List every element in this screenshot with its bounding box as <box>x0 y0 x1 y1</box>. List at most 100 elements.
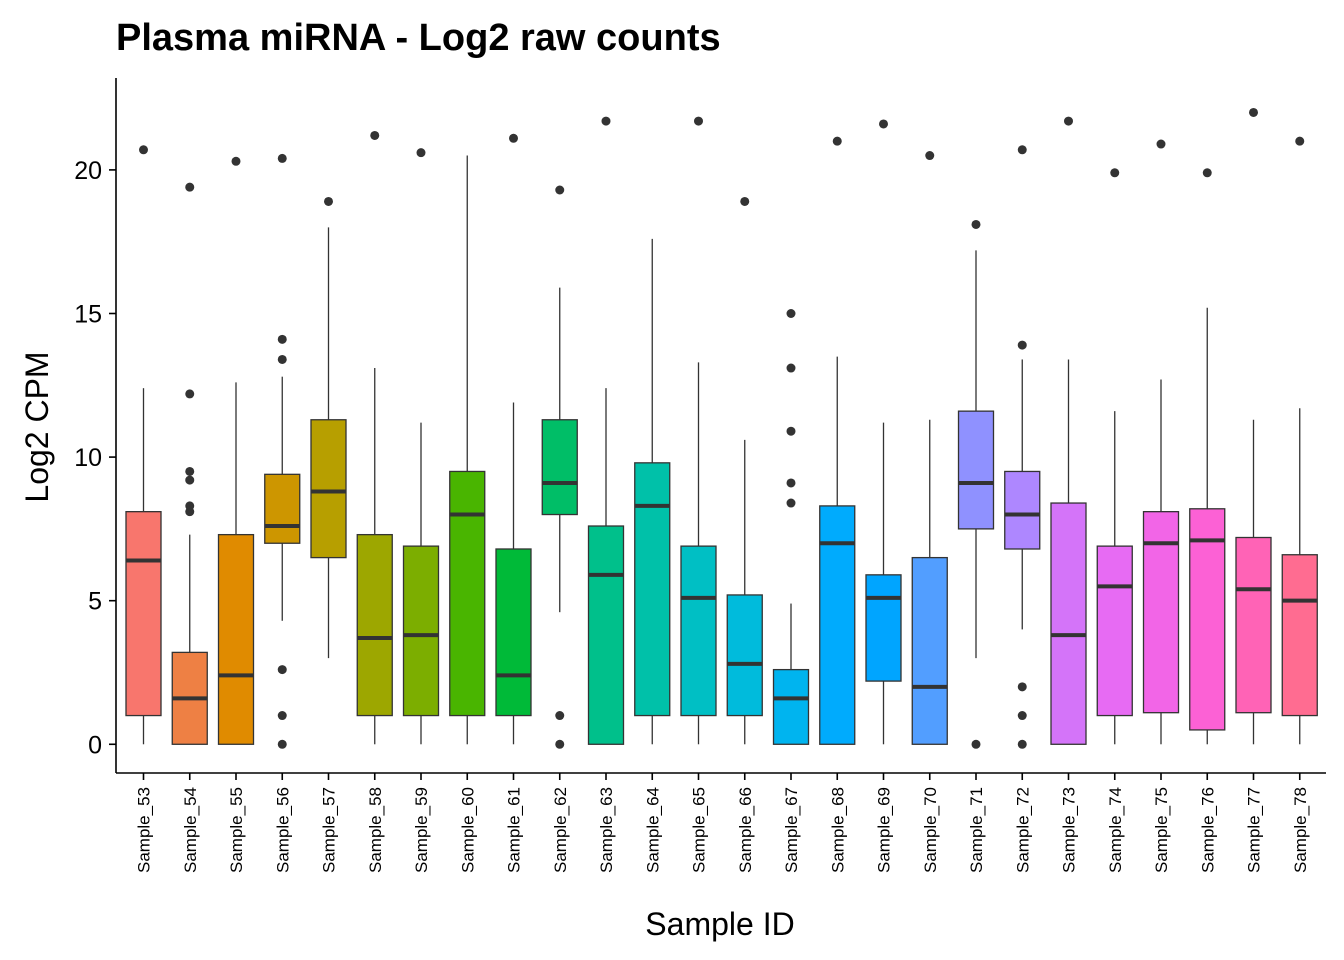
box <box>819 505 856 745</box>
outlier-point <box>832 136 842 146</box>
box <box>1235 536 1272 714</box>
box <box>680 545 717 717</box>
outlier-point <box>601 116 611 126</box>
outlier-point <box>1017 682 1027 692</box>
box-group-sample-72 <box>1004 145 1041 749</box>
y-tick-label: 5 <box>88 588 102 616</box>
outlier-point <box>277 354 287 364</box>
box <box>1281 554 1318 717</box>
x-tick-label: Sample_77 <box>1245 787 1264 873</box>
box <box>217 533 255 745</box>
x-tick-label: Sample_66 <box>736 787 755 873</box>
box <box>1096 545 1133 717</box>
y-tick-label: 0 <box>88 731 102 759</box>
outlier-point <box>1017 711 1027 721</box>
outlier-point <box>277 153 287 163</box>
outlier-point <box>139 145 148 155</box>
box <box>772 668 810 745</box>
x-tick-label: Sample_59 <box>412 787 431 873</box>
outlier-point <box>1156 139 1166 149</box>
outlier-point <box>1017 145 1027 155</box>
box-group-sample-70 <box>911 151 948 745</box>
outlier-point <box>277 665 287 675</box>
box-group-sample-60 <box>449 155 486 745</box>
box-group-sample-65 <box>680 116 717 745</box>
outlier-point <box>185 466 195 476</box>
outlier-point <box>185 182 195 192</box>
x-tick-label: Sample_78 <box>1291 787 1310 873</box>
outlier-point <box>971 739 981 749</box>
x-tick-label: Sample_60 <box>458 787 477 873</box>
outlier-point <box>555 185 565 195</box>
box <box>495 548 532 717</box>
outlier-point <box>786 478 796 488</box>
outlier-point <box>277 334 287 344</box>
x-tick-label: Sample_64 <box>643 787 662 873</box>
box <box>587 525 625 745</box>
outlier-point <box>231 156 241 166</box>
box-group-sample-62 <box>541 185 578 749</box>
box <box>1189 508 1226 731</box>
outlier-point <box>1295 136 1305 146</box>
x-tick-label: Sample_57 <box>320 787 339 873</box>
box <box>1050 502 1087 745</box>
box-group-sample-53 <box>125 145 162 745</box>
x-tick-label: Sample_74 <box>1106 787 1125 873</box>
outlier-point <box>277 739 287 749</box>
box <box>449 470 486 717</box>
box-group-sample-68 <box>819 136 856 745</box>
x-tick-label: Sample_69 <box>875 787 894 873</box>
outlier-point <box>786 363 796 373</box>
box-group-sample-73 <box>1050 116 1087 745</box>
outlier-point <box>971 219 981 229</box>
x-tick-label: Sample_54 <box>181 787 200 873</box>
outlier-point <box>324 196 333 206</box>
y-tick-label: 20 <box>74 157 102 185</box>
box <box>957 410 995 530</box>
outlier-point <box>509 133 518 143</box>
x-tick-label: Sample_67 <box>782 787 801 873</box>
box-group-sample-77 <box>1235 107 1272 745</box>
x-tick-label: Sample_70 <box>921 787 940 873</box>
x-tick-label: Sample_55 <box>227 787 246 873</box>
outlier-point <box>277 711 287 721</box>
box-group-sample-59 <box>402 148 440 745</box>
x-axis-title: Sample ID <box>645 906 794 942</box>
box-group-sample-54 <box>171 182 208 745</box>
box-group-sample-58 <box>356 130 393 745</box>
x-tick-label: Sample_53 <box>135 787 154 873</box>
box <box>911 556 948 745</box>
x-tick-label: Sample_61 <box>505 787 524 873</box>
outlier-point <box>786 308 796 318</box>
outlier-point <box>185 389 195 399</box>
box <box>310 419 347 559</box>
x-tick-label: Sample_76 <box>1198 787 1217 873</box>
x-tick-label: Sample_68 <box>828 787 847 873</box>
box-group-sample-55 <box>217 156 255 745</box>
outlier-point <box>925 151 935 161</box>
x-axis-ticks: Sample_53 Sample_54 Sample_55 Sample_56 Samp… <box>135 773 1310 873</box>
outlier-point <box>1249 107 1258 117</box>
box-group-sample-56 <box>264 153 301 749</box>
x-tick-label: Sample_71 <box>967 787 986 873</box>
outlier-point <box>1110 168 1120 178</box>
outlier-point <box>1017 340 1027 350</box>
y-tick-label: 10 <box>74 444 102 472</box>
box-group-sample-76 <box>1189 168 1226 745</box>
box-group-sample-74 <box>1096 168 1133 745</box>
box <box>541 419 578 516</box>
x-tick-label: Sample_72 <box>1013 787 1032 873</box>
plot-area <box>125 107 1318 749</box>
x-tick-label: Sample_63 <box>597 787 616 873</box>
box-group-sample-71 <box>957 219 995 749</box>
box-group-sample-67 <box>772 308 810 745</box>
outlier-point <box>786 426 796 436</box>
y-axis-title: Log2 CPM <box>19 351 55 502</box>
box <box>402 545 440 717</box>
box-group-sample-78 <box>1281 136 1318 745</box>
box <box>125 511 162 717</box>
x-tick-label: Sample_73 <box>1060 787 1079 873</box>
box <box>865 574 902 682</box>
outlier-point <box>1017 739 1027 749</box>
